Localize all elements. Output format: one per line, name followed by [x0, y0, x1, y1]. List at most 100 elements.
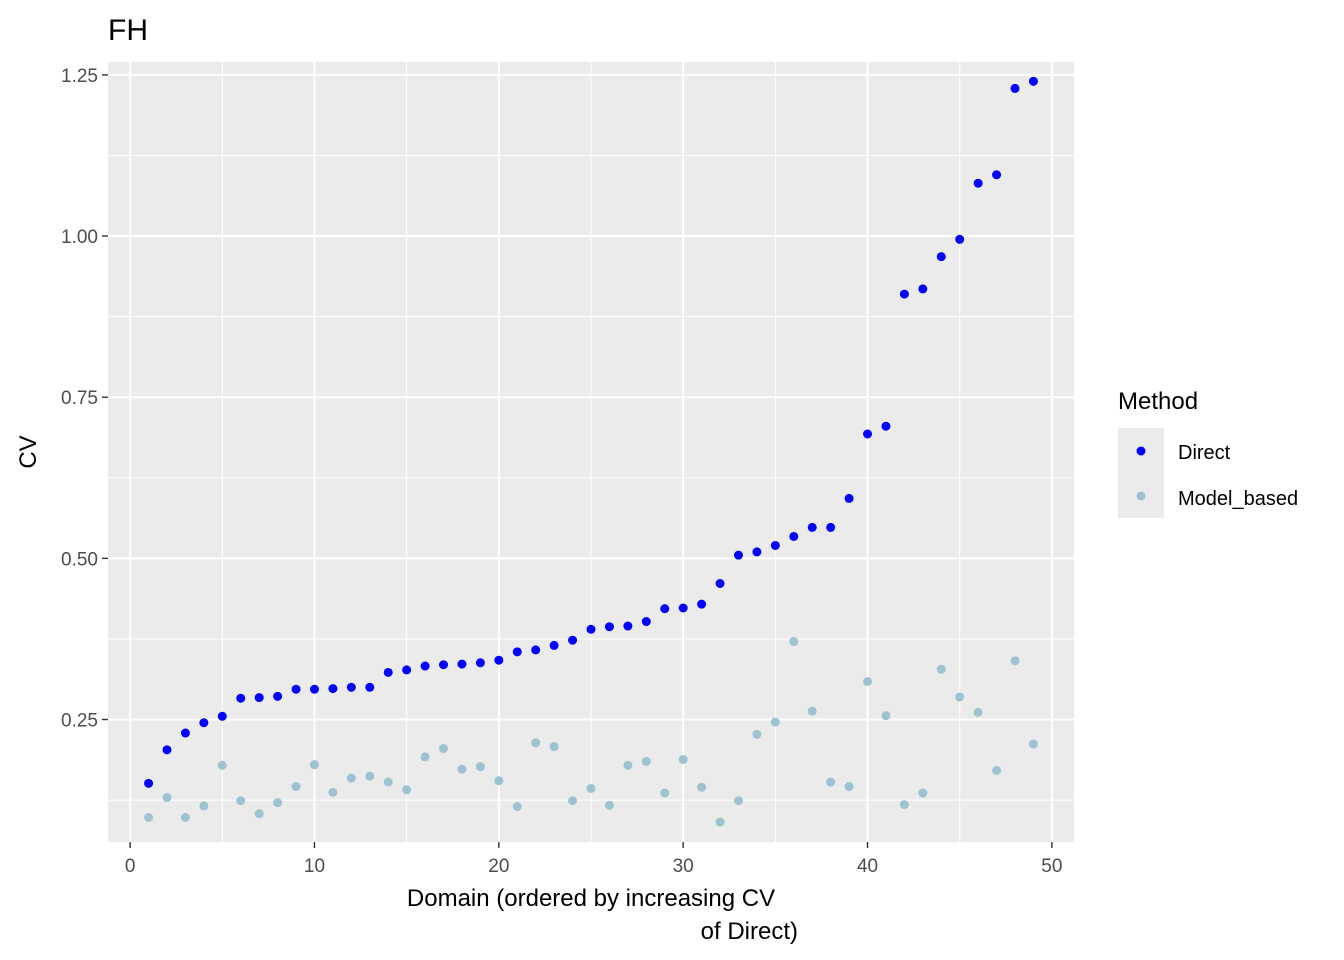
model-based-point — [733, 796, 743, 806]
direct-point — [844, 493, 854, 503]
direct-point — [826, 522, 836, 532]
direct-points — [144, 76, 1038, 788]
model-based-point — [162, 793, 172, 803]
model-based-point — [604, 800, 614, 810]
direct-point — [273, 691, 283, 701]
model-based-point — [715, 817, 725, 827]
model-based-point — [328, 787, 338, 797]
direct-point — [144, 778, 154, 788]
direct-point — [973, 178, 983, 188]
direct-point — [715, 579, 725, 589]
direct-point — [328, 684, 338, 694]
legend: Method Direct Model_based — [1118, 388, 1298, 518]
direct-point — [568, 635, 578, 645]
legend-label-model-based: Model_based — [1178, 488, 1298, 510]
model-based-point — [236, 796, 246, 806]
model-based-point — [217, 760, 227, 770]
legend-key-direct — [1136, 446, 1146, 456]
direct-point — [291, 684, 301, 694]
model-based-point — [144, 813, 154, 823]
model-based-point — [494, 776, 504, 786]
model-based-point — [531, 738, 541, 748]
x-axis-ticks: 0 10 20 30 40 50 — [125, 842, 1062, 877]
direct-point — [494, 655, 504, 665]
x-tick-label: 40 — [857, 856, 878, 877]
model-based-point — [457, 764, 467, 774]
direct-point — [807, 522, 817, 532]
direct-point — [254, 693, 264, 703]
direct-point — [162, 745, 172, 755]
direct-point — [512, 647, 522, 657]
direct-point — [383, 667, 393, 677]
direct-point — [770, 540, 780, 550]
y-tick-label: 0.75 — [61, 388, 98, 409]
legend-title: Method — [1118, 388, 1198, 415]
y-tick-label: 0.25 — [61, 711, 98, 732]
legend-key-model-based — [1136, 491, 1146, 501]
model-based-point — [641, 756, 651, 766]
direct-point — [992, 170, 1002, 180]
model-based-point — [863, 676, 873, 686]
y-axis-ticks: 0.25 0.50 0.75 1.00 1.25 — [61, 66, 108, 732]
model-based-point — [586, 783, 596, 793]
direct-point — [457, 659, 467, 669]
direct-point — [733, 550, 743, 560]
model-based-point — [180, 813, 190, 823]
direct-point — [475, 658, 485, 668]
model-based-point — [346, 773, 356, 783]
legend-key-background — [1118, 428, 1164, 518]
x-tick-label: 30 — [673, 856, 694, 877]
model-based-point — [1010, 656, 1020, 666]
model-based-point — [365, 771, 375, 781]
model-based-point — [660, 788, 670, 798]
direct-point — [678, 603, 688, 613]
model-based-point — [199, 801, 209, 811]
direct-point — [199, 718, 209, 728]
x-axis-label-line-1: Domain (ordered by increasing CV — [407, 885, 775, 912]
model-based-point — [826, 777, 836, 787]
model-based-point — [420, 752, 430, 762]
direct-point — [1028, 76, 1038, 86]
direct-point — [918, 284, 928, 294]
direct-point — [402, 665, 412, 675]
direct-point — [936, 252, 946, 262]
model-based-point — [309, 760, 319, 770]
model-based-point — [273, 798, 283, 808]
model-based-point — [678, 754, 688, 764]
direct-point — [789, 531, 799, 541]
chart-title: FH — [108, 14, 148, 47]
model-based-point — [697, 782, 707, 792]
model-based-point — [918, 788, 928, 798]
minor-gridlines — [108, 62, 1074, 842]
direct-point — [309, 684, 319, 694]
major-gridlines — [108, 62, 1074, 842]
legend-label-direct: Direct — [1178, 442, 1231, 464]
direct-point — [346, 682, 356, 692]
direct-point — [586, 624, 596, 634]
direct-point — [365, 682, 375, 692]
direct-point — [623, 621, 633, 631]
direct-point — [863, 429, 873, 439]
model-based-point — [936, 664, 946, 674]
direct-point — [439, 660, 449, 670]
model-based-point — [291, 782, 301, 792]
direct-point — [236, 693, 246, 703]
model-based-point — [752, 729, 762, 739]
model-based-point — [512, 802, 522, 812]
model-based-points — [144, 637, 1038, 827]
model-based-point — [899, 800, 909, 810]
model-based-point — [402, 785, 412, 795]
model-based-point — [807, 706, 817, 716]
x-tick-label: 0 — [125, 856, 136, 877]
direct-point — [697, 599, 707, 609]
direct-point — [752, 547, 762, 557]
model-based-point — [955, 692, 965, 702]
direct-point — [955, 234, 965, 244]
model-based-point — [789, 637, 799, 647]
direct-point — [420, 661, 430, 671]
direct-point — [1010, 83, 1020, 93]
direct-point — [899, 289, 909, 299]
y-tick-label: 1.25 — [61, 66, 98, 87]
y-tick-label: 1.00 — [61, 227, 98, 248]
